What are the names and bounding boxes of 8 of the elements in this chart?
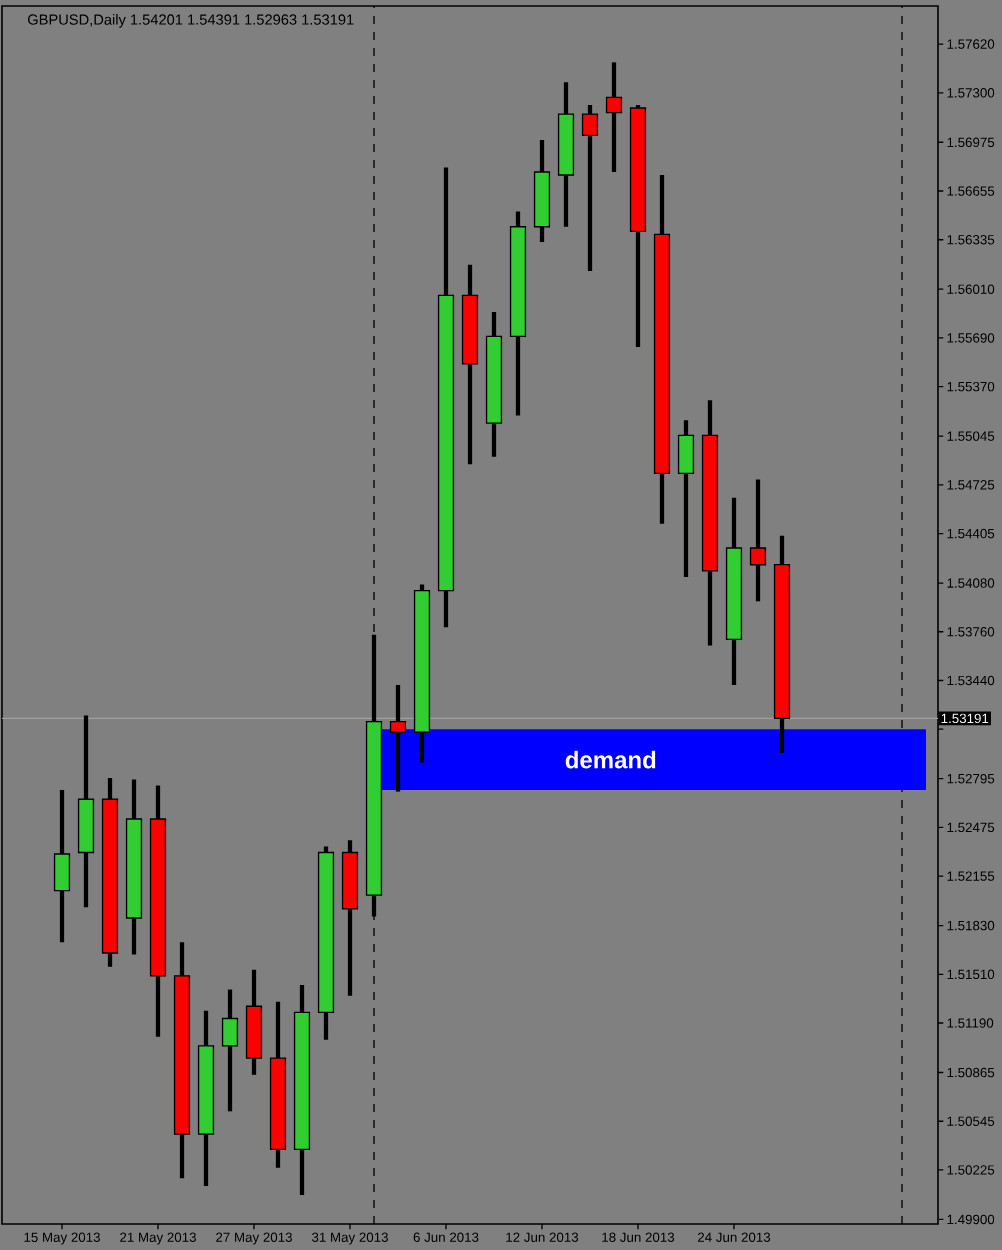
candlestick (53, 787, 71, 945)
candlestick (389, 682, 407, 794)
candlestick (749, 477, 767, 604)
candlestick (221, 987, 239, 1114)
candlestick (677, 417, 695, 580)
band-label: demand (565, 750, 656, 769)
candlestick (581, 102, 599, 274)
candlestick (605, 60, 623, 175)
